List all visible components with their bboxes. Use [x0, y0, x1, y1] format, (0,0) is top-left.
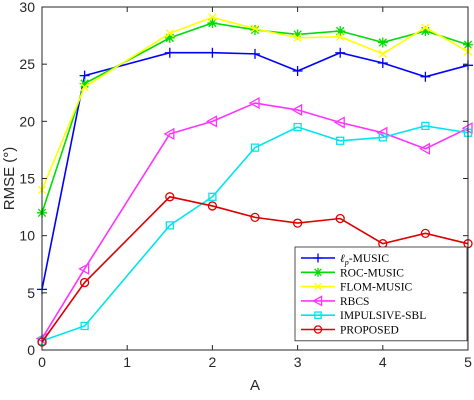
- data-point: [293, 33, 302, 43]
- data-point: [335, 47, 346, 58]
- legend-entry: ℓp-MUSIC: [301, 253, 389, 267]
- data-point: [420, 26, 431, 37]
- legend-label-main: ℓ: [340, 253, 345, 265]
- series-line: [41, 125, 469, 342]
- data-point: [207, 47, 218, 58]
- data-point: [250, 143, 260, 152]
- legend-entry: IMPULSIVE-SBL: [301, 310, 426, 322]
- y-tick-label: 20: [19, 113, 35, 129]
- data-point: [208, 192, 217, 201]
- data-point: [207, 18, 218, 29]
- ticks-layer: 0 1 2 3 4 5 0 5 10 15 20 25 30: [19, 0, 472, 370]
- data-point: [165, 221, 174, 230]
- data-point: [378, 133, 387, 142]
- x-tick-label: 2: [209, 354, 217, 370]
- data-point: [250, 24, 260, 35]
- legend-entry: RBCS: [301, 295, 369, 308]
- data-point: [314, 282, 322, 291]
- legend-label: FLOM-MUSIC: [340, 282, 413, 294]
- data-point: [78, 262, 90, 275]
- y-tick-label: 0: [27, 342, 35, 358]
- data-point: [335, 32, 345, 41]
- legend-entry: PROPOSED: [301, 325, 399, 337]
- data-point: [420, 71, 431, 82]
- legend-label: PROPOSED: [340, 325, 399, 337]
- data-point: [377, 37, 388, 48]
- legend-label: RBCS: [340, 296, 369, 308]
- x-tick-label: 4: [379, 354, 387, 370]
- legend-label: ℓp-MUSIC: [340, 253, 389, 267]
- data-point: [163, 127, 175, 141]
- legend-entry: ROC-MUSIC: [301, 267, 404, 279]
- series-line: [41, 51, 469, 290]
- data-point: [293, 122, 302, 132]
- legend-label-sub: p: [344, 258, 349, 267]
- data-point: [292, 66, 303, 77]
- x-tick-label: 1: [123, 354, 131, 370]
- data-point: [333, 116, 345, 129]
- data-point: [208, 13, 217, 22]
- data-point: [80, 82, 89, 92]
- data-point: [335, 213, 345, 224]
- data-point: [165, 192, 175, 202]
- y-axis-label: RMSE (°): [1, 147, 18, 211]
- data-point: [206, 115, 218, 128]
- data-point: [207, 201, 218, 211]
- x-tick-label: 3: [294, 354, 302, 370]
- data-point: [376, 126, 388, 139]
- series-line: [41, 195, 469, 343]
- y-tick-label: 5: [27, 285, 35, 301]
- data-point: [420, 228, 431, 239]
- data-point: [377, 58, 388, 69]
- data-point: [164, 32, 175, 43]
- y-tick-label: 30: [19, 0, 35, 15]
- legend-label: ROC-MUSIC: [340, 267, 404, 279]
- data-point: [79, 78, 90, 89]
- data-point: [378, 49, 388, 59]
- data-point: [292, 29, 303, 40]
- x-tick-label: 0: [38, 354, 46, 370]
- legend-label-rest: -MUSIC: [349, 253, 390, 265]
- data-point: [335, 26, 346, 37]
- series-line: [41, 102, 469, 339]
- legend: ℓp-MUSICROC-MUSICFLOM-MUSICRBCSIMPULSIVE…: [294, 246, 468, 342]
- legend-label: IMPULSIVE-SBL: [340, 310, 426, 322]
- data-point: [312, 295, 323, 307]
- data-point: [250, 48, 260, 59]
- y-tick-label: 15: [19, 171, 35, 187]
- data-point: [421, 121, 430, 131]
- data-point: [291, 103, 303, 117]
- data-point: [79, 277, 90, 288]
- series-layer: [35, 13, 473, 347]
- data-point: [421, 23, 430, 32]
- data-point: [165, 29, 175, 38]
- data-point: [292, 218, 303, 228]
- y-tick-label: 10: [19, 228, 35, 244]
- legend-entry: FLOM-MUSIC: [301, 282, 413, 294]
- x-tick-label: 5: [464, 354, 472, 370]
- data-point: [250, 24, 260, 33]
- data-point: [313, 325, 323, 334]
- data-point: [313, 253, 323, 263]
- data-point: [336, 136, 345, 145]
- data-point: [314, 311, 322, 319]
- data-point: [248, 96, 260, 110]
- legend-box: [294, 246, 468, 342]
- series-line: [41, 16, 469, 191]
- series-proposed: [37, 192, 473, 347]
- data-point: [250, 212, 260, 223]
- data-point: [80, 321, 89, 331]
- data-point: [419, 142, 431, 155]
- data-point: [313, 267, 323, 277]
- y-tick-label: 25: [19, 56, 35, 72]
- x-axis-label: A: [250, 377, 260, 394]
- data-point: [164, 47, 175, 58]
